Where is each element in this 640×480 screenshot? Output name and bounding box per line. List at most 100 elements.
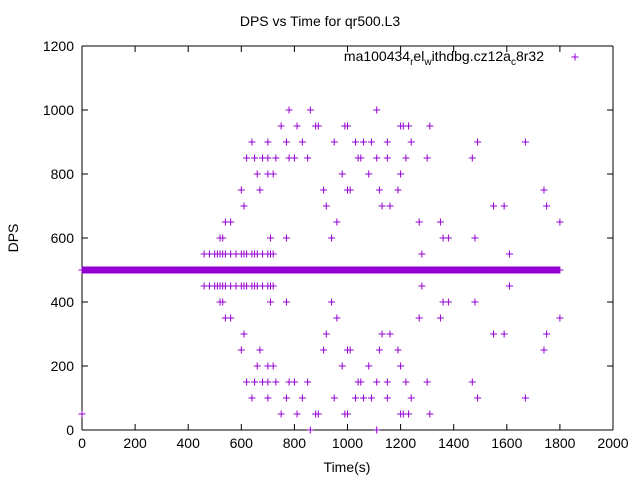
- data-point: [543, 330, 551, 338]
- data-point: [272, 378, 280, 386]
- data-point: [407, 394, 415, 402]
- data-point: [306, 106, 314, 114]
- data-point: [359, 138, 367, 146]
- x-tick-label: 2000: [597, 435, 628, 451]
- data-point: [314, 122, 322, 130]
- data-point: [505, 282, 513, 290]
- y-tick-label: 400: [51, 294, 75, 310]
- data-point: [423, 378, 431, 386]
- data-point: [251, 378, 259, 386]
- legend-label: ma100434relwithdbg.cz12ac8r32: [344, 48, 544, 68]
- data-point: [468, 378, 476, 386]
- data-point: [269, 250, 277, 258]
- data-point: [351, 394, 359, 402]
- data-points: [78, 106, 564, 434]
- data-point: [333, 314, 341, 322]
- data-point: [253, 170, 261, 178]
- data-point: [293, 122, 301, 130]
- data-point: [251, 154, 259, 162]
- data-point: [328, 234, 336, 242]
- data-point: [436, 218, 444, 226]
- data-point: [338, 170, 346, 178]
- legend-label-part: 8r32: [516, 48, 544, 64]
- y-tick-label: 0: [66, 422, 74, 438]
- y-axis-ticks: 0 200 400 600 800 1000 1200: [43, 38, 613, 438]
- data-point: [264, 394, 272, 402]
- data-point: [365, 170, 373, 178]
- data-point: [490, 330, 498, 338]
- data-point: [394, 346, 402, 354]
- data-point: [269, 282, 277, 290]
- data-point: [383, 138, 391, 146]
- data-point: [444, 234, 452, 242]
- data-point: [253, 362, 261, 370]
- data-point: [285, 106, 293, 114]
- x-tick-label: 400: [177, 435, 201, 451]
- data-point: [248, 138, 256, 146]
- y-tick-label: 200: [51, 358, 75, 374]
- data-point: [474, 394, 482, 402]
- x-axis-label: Time(s): [324, 459, 371, 475]
- data-point: [405, 410, 413, 418]
- y-axis-label: DPS: [5, 224, 21, 253]
- x-tick-label: 0: [78, 435, 86, 451]
- data-point: [521, 394, 529, 402]
- y-tick-label: 800: [51, 166, 75, 182]
- data-point: [540, 346, 548, 354]
- data-point: [373, 154, 381, 162]
- data-point: [320, 346, 328, 354]
- x-tick-label: 1800: [544, 435, 575, 451]
- data-point: [383, 378, 391, 386]
- data-point: [394, 186, 402, 194]
- data-point: [397, 170, 405, 178]
- data-point: [264, 154, 272, 162]
- data-point: [256, 346, 264, 354]
- data-point: [282, 234, 290, 242]
- data-point: [298, 138, 306, 146]
- data-point: [346, 186, 354, 194]
- data-point: [293, 410, 301, 418]
- x-tick-label: 600: [230, 435, 254, 451]
- data-point: [344, 122, 351, 130]
- data-point: [471, 234, 479, 242]
- x-tick-label: 200: [123, 435, 147, 451]
- data-point: [240, 330, 248, 338]
- data-point: [320, 186, 328, 194]
- data-point: [243, 154, 251, 162]
- data-point: [264, 138, 272, 146]
- data-point: [240, 202, 248, 210]
- legend-label-subscript: w: [423, 57, 432, 68]
- data-point: [333, 218, 341, 226]
- data-point: [386, 330, 394, 338]
- x-tick-label: 1400: [438, 435, 469, 451]
- data-point: [543, 202, 551, 210]
- data-point: [277, 410, 285, 418]
- plot-frame: [81, 45, 614, 431]
- data-point: [556, 314, 564, 322]
- data-point: [237, 186, 245, 194]
- data-point: [521, 138, 529, 146]
- y-tick-label: 600: [51, 230, 75, 246]
- data-point: [351, 138, 359, 146]
- y-tick-label: 1000: [43, 102, 74, 118]
- data-point: [237, 346, 245, 354]
- data-point: [383, 394, 391, 402]
- data-point: [346, 346, 354, 354]
- x-tick-label: 1000: [332, 435, 363, 451]
- data-point: [426, 122, 434, 130]
- data-point: [418, 250, 426, 258]
- data-point: [243, 378, 251, 386]
- data-point: [383, 154, 391, 162]
- data-point: [357, 154, 365, 162]
- data-point: [290, 378, 298, 386]
- data-point: [505, 250, 513, 258]
- data-point: [227, 218, 235, 226]
- data-point: [405, 122, 413, 130]
- data-point: [378, 202, 386, 210]
- data-point: [378, 330, 386, 338]
- data-point: [471, 298, 479, 306]
- data-point: [500, 202, 508, 210]
- legend-label-part: ithdbg.cz12a: [432, 48, 512, 64]
- data-point: [298, 394, 306, 402]
